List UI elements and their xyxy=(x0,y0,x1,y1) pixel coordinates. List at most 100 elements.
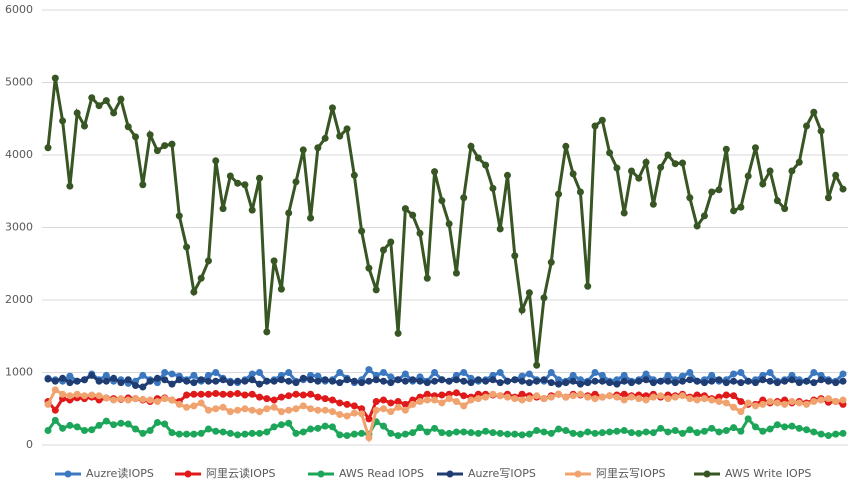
data-point xyxy=(234,377,242,385)
data-point xyxy=(803,400,811,408)
data-point xyxy=(751,402,759,410)
y-tick-label: 4000 xyxy=(5,148,33,161)
data-point xyxy=(445,429,453,437)
data-point xyxy=(409,400,417,408)
data-point xyxy=(606,392,614,400)
data-point xyxy=(642,396,650,404)
data-point xyxy=(263,405,271,413)
data-point xyxy=(277,408,285,416)
data-point xyxy=(241,377,249,385)
data-point xyxy=(350,430,358,438)
series xyxy=(44,386,847,444)
data-point xyxy=(365,377,373,385)
data-point xyxy=(773,197,781,205)
data-point xyxy=(744,415,752,423)
data-point xyxy=(722,379,730,387)
data-point xyxy=(212,377,220,385)
data-point xyxy=(759,376,767,384)
data-point xyxy=(44,427,52,434)
data-point xyxy=(343,125,351,133)
legend-item: Auzre写IOPS xyxy=(437,467,536,480)
data-point xyxy=(474,395,482,403)
data-point xyxy=(336,379,344,387)
data-point xyxy=(380,396,388,404)
data-point xyxy=(183,430,191,438)
data-point xyxy=(124,123,132,131)
data-point xyxy=(380,369,388,376)
data-point xyxy=(394,329,402,337)
data-point xyxy=(759,180,767,188)
data-point xyxy=(620,427,628,434)
data-point xyxy=(387,399,395,407)
data-point xyxy=(664,151,672,159)
data-point xyxy=(766,167,774,175)
data-point xyxy=(401,400,409,408)
data-point xyxy=(679,159,687,167)
data-point xyxy=(445,377,453,385)
data-point xyxy=(248,376,256,384)
data-point xyxy=(824,194,832,202)
data-point xyxy=(59,374,67,382)
y-tick-label: 5000 xyxy=(5,76,33,89)
data-point xyxy=(438,429,446,437)
data-point xyxy=(547,258,555,266)
data-point xyxy=(679,377,687,385)
data-point xyxy=(627,167,635,175)
data-point xyxy=(474,376,482,384)
data-point xyxy=(664,395,672,403)
data-point xyxy=(431,396,439,404)
data-point xyxy=(606,379,614,387)
data-point xyxy=(307,376,315,384)
data-point xyxy=(693,396,701,404)
data-point xyxy=(88,94,96,102)
data-point xyxy=(591,122,599,130)
data-point xyxy=(562,427,570,434)
data-point xyxy=(547,369,555,376)
data-point xyxy=(161,420,169,428)
data-point xyxy=(358,405,366,413)
data-point xyxy=(321,134,329,142)
legend-marker xyxy=(703,470,711,478)
data-point xyxy=(321,422,329,430)
legend-label: 阿里云写IOPS xyxy=(596,467,666,480)
data-point xyxy=(168,380,176,388)
data-point xyxy=(803,426,811,434)
data-point xyxy=(555,390,563,398)
data-point xyxy=(102,394,110,402)
y-tick-label: 3000 xyxy=(5,221,33,234)
data-point xyxy=(730,207,738,215)
data-point xyxy=(256,369,264,376)
data-point xyxy=(95,392,103,400)
data-point xyxy=(416,229,424,237)
data-point xyxy=(700,427,708,435)
data-point xyxy=(832,379,840,387)
data-point xyxy=(460,428,468,436)
data-point xyxy=(781,400,789,408)
data-point xyxy=(657,163,665,171)
data-point xyxy=(307,425,315,433)
data-point xyxy=(533,377,541,385)
data-point xyxy=(197,429,205,437)
data-point xyxy=(555,190,563,198)
data-point xyxy=(664,428,672,436)
data-point xyxy=(715,398,723,405)
data-point xyxy=(234,406,242,414)
data-point xyxy=(256,380,264,388)
data-point xyxy=(445,395,453,403)
data-point xyxy=(204,257,212,265)
data-point xyxy=(117,379,125,387)
data-point xyxy=(423,274,431,282)
data-point xyxy=(671,379,679,387)
data-point xyxy=(518,372,526,380)
data-point xyxy=(394,376,402,384)
data-point xyxy=(336,399,344,407)
data-point xyxy=(518,396,526,404)
data-point xyxy=(496,379,504,387)
legend-item: 阿里云读IOPS xyxy=(175,466,276,480)
data-point xyxy=(576,188,584,196)
legend-label: 阿里云读IOPS xyxy=(206,466,276,480)
data-point xyxy=(525,379,533,387)
data-point xyxy=(256,393,264,401)
data-point xyxy=(248,406,256,414)
data-point xyxy=(664,377,672,385)
